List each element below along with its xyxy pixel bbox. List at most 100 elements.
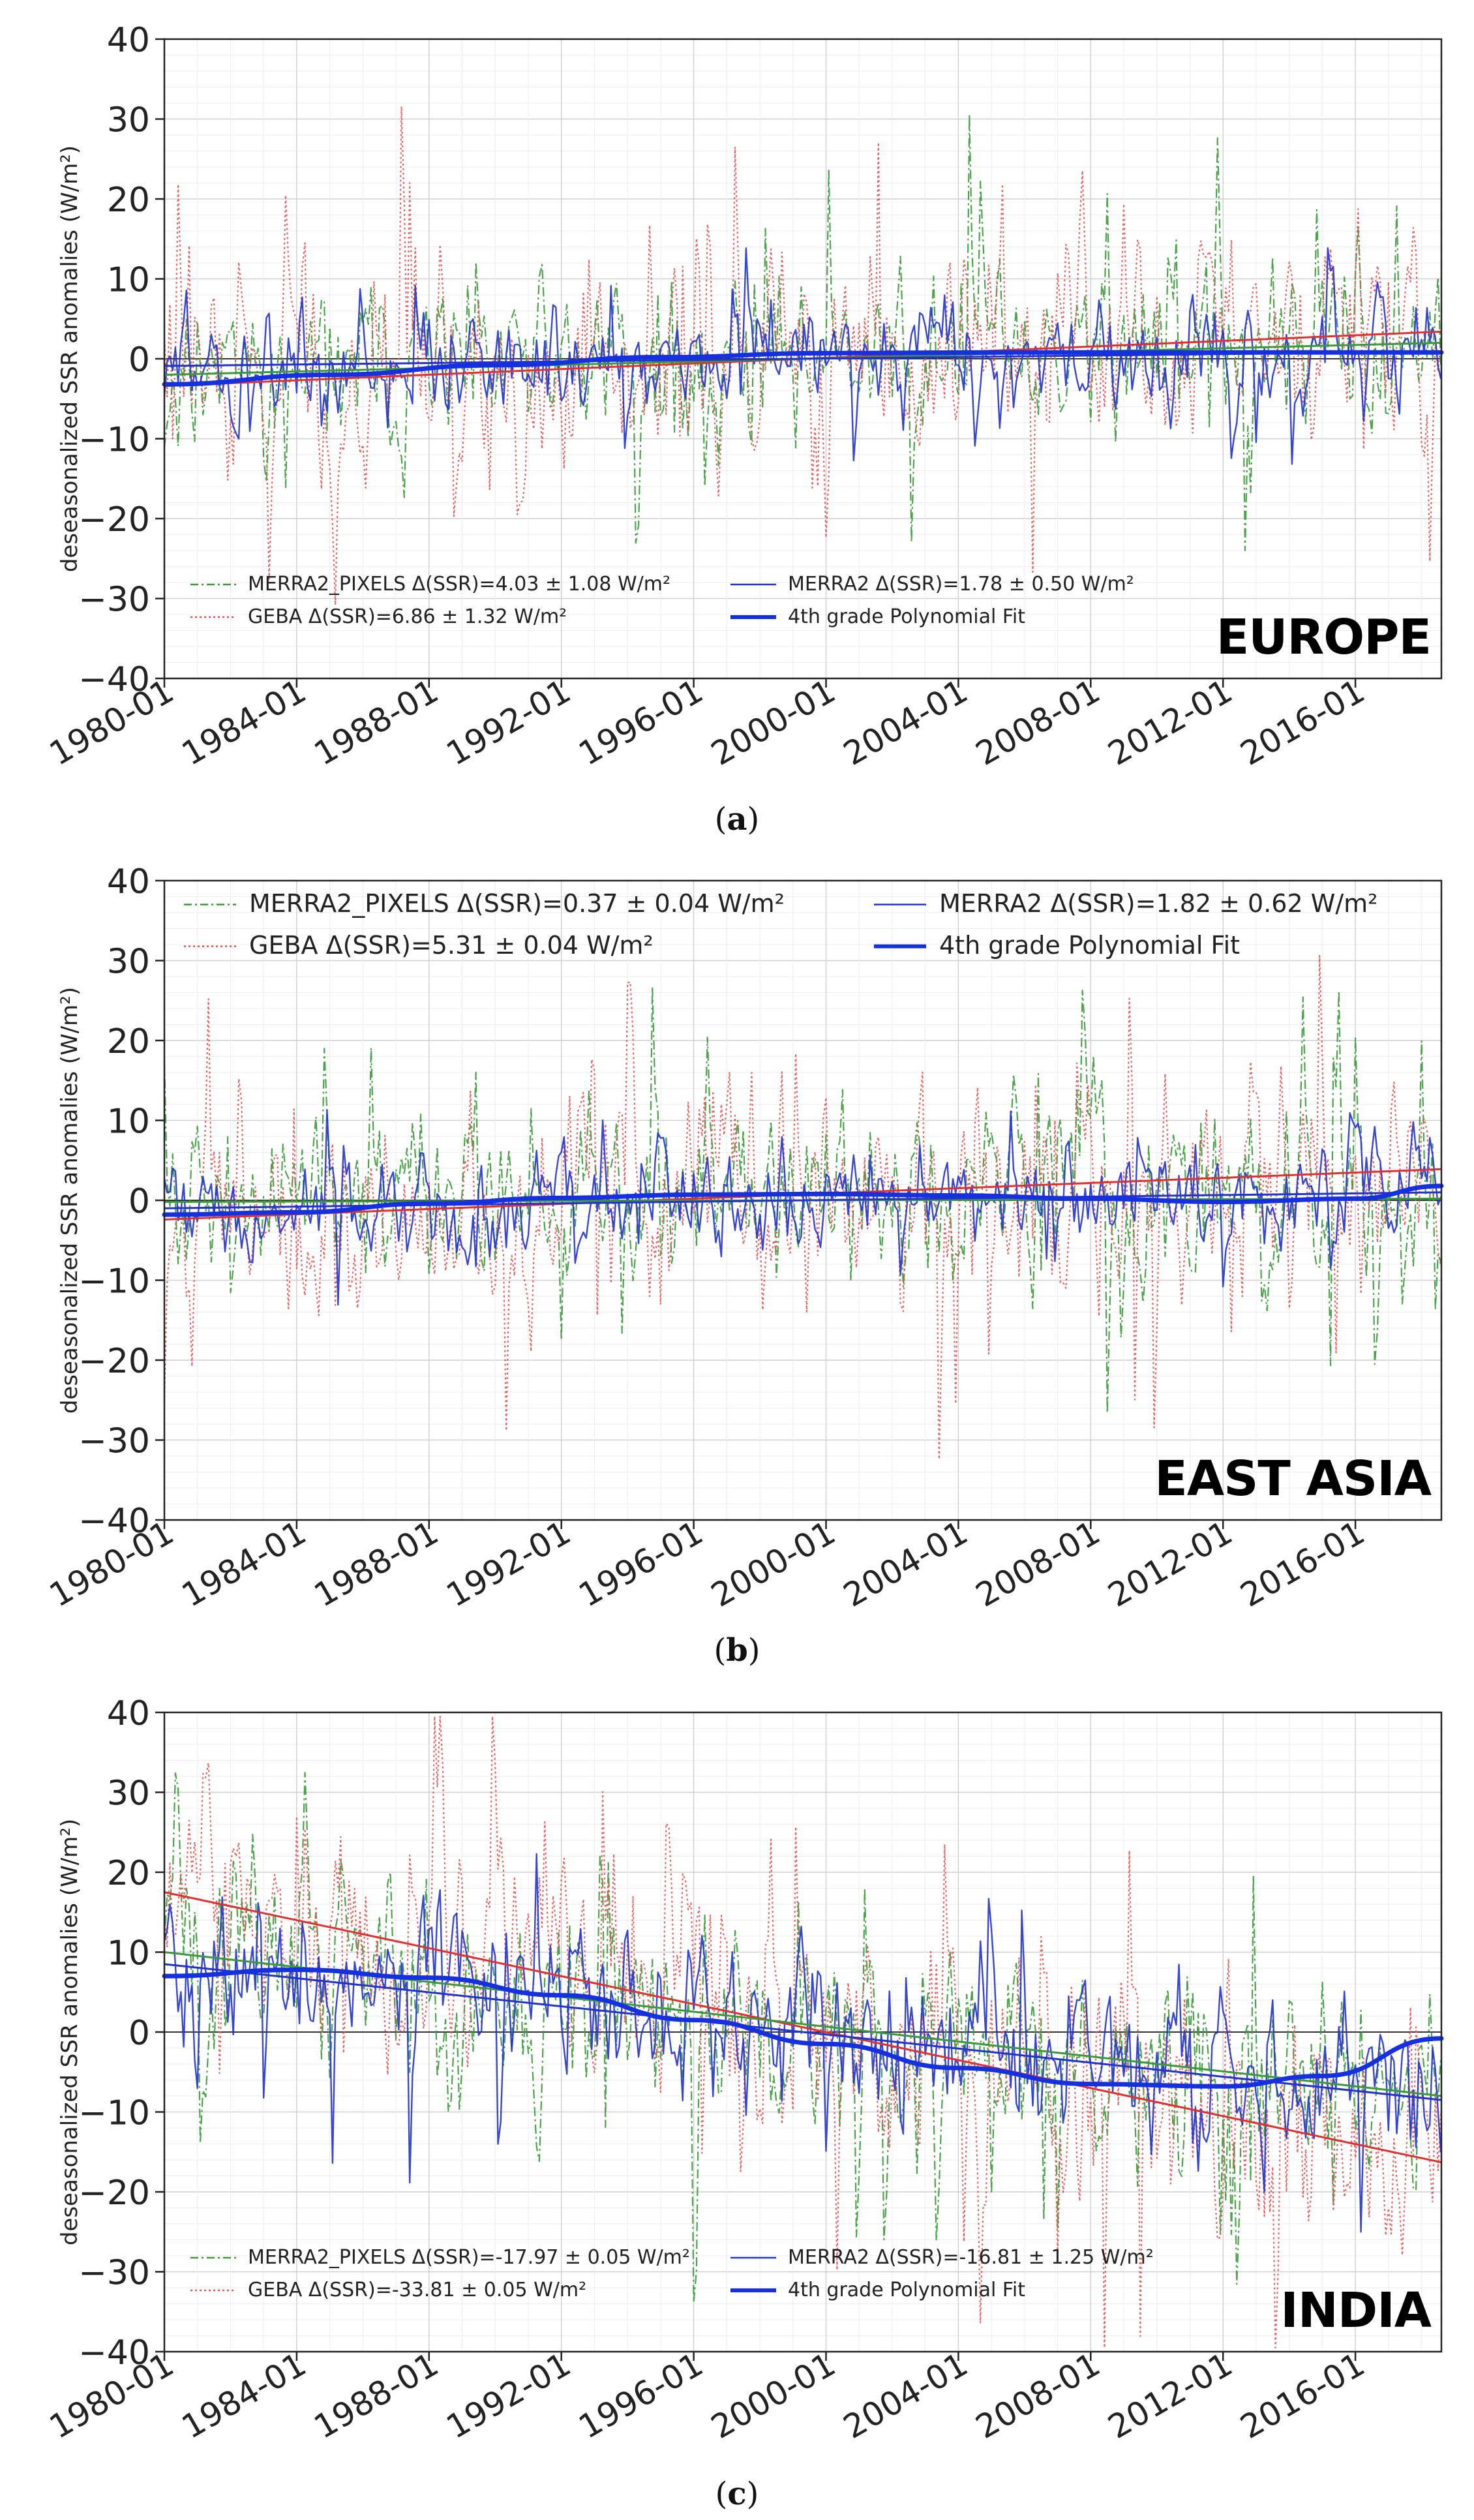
legend-label-1: GEBA Δ(SSR)=6.86 ± 1.32 W/m² (248, 605, 567, 628)
x-tick-label: 1984-01 (175, 672, 312, 773)
series-line-red (163, 1715, 1442, 2349)
y-axis-label: deseasonalized SSR anomalies (W/m²) (57, 145, 83, 572)
y-tick-label: 30 (107, 943, 150, 982)
x-tick-label: 2000-01 (705, 2345, 842, 2446)
series-line-blue (163, 1109, 1442, 1306)
x-tick-label: 1988-01 (308, 1513, 445, 1615)
x-tick-label: 1996-01 (573, 672, 710, 773)
legend-label-3: 4th grade Polynomial Fit (788, 605, 1025, 628)
legend-label-2: MERRA2 Δ(SSR)=1.78 ± 0.50 W/m² (788, 573, 1134, 596)
series-line-red (163, 106, 1442, 606)
x-tick-label: 1984-01 (175, 2345, 312, 2446)
x-tick-label: 2008-01 (969, 1513, 1106, 1615)
data-series (163, 955, 1442, 1460)
x-tick-label: 2016-01 (1234, 672, 1371, 773)
legend: MERRA2_PIXELS Δ(SSR)=-17.97 ± 0.05 W/m² G… (190, 2246, 1154, 2301)
polynomial-fit-line (162, 1967, 1444, 2089)
y-tick-label: 0 (128, 341, 150, 380)
region-label: EAST ASIA (1154, 1451, 1431, 1507)
y-tick-label: 30 (107, 1774, 150, 1814)
y-tick-label: 10 (107, 1102, 150, 1142)
y-tick-label: 40 (107, 1694, 150, 1733)
y-tick-label: 20 (107, 1854, 150, 1893)
region-label: EUROPE (1216, 609, 1431, 665)
y-tick-label: 40 (107, 21, 150, 60)
chart-europe: 403020100−10−20−30−401980-011984-011988-… (43, 21, 1444, 773)
y-tick-label: −10 (78, 2094, 150, 2133)
legend-label-1: GEBA Δ(SSR)=5.31 ± 0.04 W/m² (249, 931, 654, 960)
y-tick-label: 10 (107, 1934, 150, 1973)
x-tick-label: 1996-01 (573, 2345, 710, 2446)
caption-a-letter: a (727, 801, 747, 838)
trend-line-2 (164, 1963, 1442, 2101)
chart-east-asia: 403020100−10−20−30−401980-011984-011988-… (43, 862, 1444, 1615)
y-axis-label: deseasonalized SSR anomalies (W/m²) (57, 1819, 83, 2245)
region-label: INDIA (1280, 2283, 1431, 2339)
legend-label-1: GEBA Δ(SSR)=-33.81 ± 0.05 W/m² (248, 2279, 586, 2301)
chart-india: 403020100−10−20−30−401980-011984-011988-… (43, 1694, 1444, 2446)
x-tick-label: 2008-01 (969, 2345, 1106, 2446)
series-line-blue (163, 247, 1442, 465)
y-tick-label: 0 (128, 2014, 150, 2053)
x-tick-label: 2008-01 (969, 672, 1106, 773)
y-tick-label: −30 (78, 1422, 150, 1461)
x-tick-label: 2012-01 (1102, 1513, 1239, 1615)
y-tick-label: −40 (78, 2333, 150, 2373)
grid (164, 880, 1441, 1521)
legend-label-2: MERRA2 Δ(SSR)=-16.81 ± 1.25 W/m² (788, 2246, 1154, 2269)
panel-europe: 40 30 20 10 0 −10 −20 −30 −40 1980-01 1984-01 1988-… (0, 0, 1474, 802)
x-tick-label: 2004-01 (837, 672, 974, 773)
y-tick-label: −20 (78, 1342, 150, 1381)
y-tick-label: −20 (78, 500, 150, 539)
x-tick-label: 1996-01 (573, 1513, 710, 1615)
y-tick-label: 10 (107, 261, 150, 300)
y-tick-label: 40 (107, 862, 150, 902)
x-tick-label: 2016-01 (1234, 1513, 1371, 1615)
grid (164, 1712, 1441, 2352)
legend-label-3: 4th grade Polynomial Fit (939, 931, 1240, 960)
data-series (163, 106, 1442, 606)
x-tick-label: 1992-01 (440, 1513, 577, 1615)
y-tick-label: 20 (107, 1022, 150, 1061)
x-tick-label: 1984-01 (175, 1513, 312, 1615)
y-tick-label: 0 (128, 1182, 150, 1221)
x-tick-label: 2016-01 (1234, 2345, 1371, 2446)
y-tick-label: −10 (78, 421, 150, 460)
x-tick-label: 2004-01 (837, 2345, 974, 2446)
legend-label-0: MERRA2_PIXELS Δ(SSR)=4.03 ± 1.08 W/m² (248, 573, 670, 596)
y-axis-label: deseasonalized SSR anomalies (W/m²) (57, 987, 83, 1414)
y-tick-label: −40 (78, 660, 150, 699)
caption-b-letter: b (726, 1632, 748, 1669)
panel-east-asia: 40 30 20 10 0 −10 −20 −30 −40 1980-01 1984-01 1988-… (0, 842, 1474, 1644)
legend-label-3: 4th grade Polynomial Fit (788, 2279, 1025, 2301)
legend-label-2: MERRA2 Δ(SSR)=1.82 ± 0.62 W/m² (939, 889, 1377, 918)
legend: MERRA2_PIXELS Δ(SSR)=0.37 ± 0.04 W/m² GEB… (184, 889, 1377, 960)
caption-b: (b) (714, 1632, 760, 1669)
caption-c-letter: c (727, 2476, 747, 2512)
legend: MERRA2_PIXELS Δ(SSR)=4.03 ± 1.08 W/m² GEB… (190, 573, 1134, 628)
trend-line-0 (164, 1891, 1442, 2164)
x-tick-label: 2000-01 (705, 672, 842, 773)
legend-label-0: MERRA2_PIXELS Δ(SSR)=-17.97 ± 0.05 W/m² (248, 2246, 690, 2269)
series-line-green (163, 1772, 1442, 2303)
x-tick-label: 1992-01 (440, 2345, 577, 2446)
y-tick-label: −20 (78, 2174, 150, 2213)
x-tick-label: 1992-01 (440, 672, 577, 773)
x-tick-label: 2004-01 (837, 1513, 974, 1615)
caption-a: (a) (714, 801, 760, 838)
x-tick-label: 1988-01 (308, 672, 445, 773)
polynomial-fit-line (162, 350, 1444, 387)
y-tick-label: 20 (107, 181, 150, 220)
x-tick-label: 2012-01 (1102, 2345, 1239, 2446)
x-tick-label: 2000-01 (705, 1513, 842, 1615)
y-tick-label: −40 (78, 1502, 150, 1541)
caption-c: (c) (715, 2476, 759, 2512)
x-tick-label: 2012-01 (1102, 672, 1239, 773)
y-tick-label: −30 (78, 581, 150, 620)
y-tick-label: −10 (78, 1262, 150, 1301)
panel-india: 40 30 20 10 0 −10 −20 −30 −40 1980-01 1984-01 1988-… (0, 1673, 1474, 2476)
x-tick-label: 1988-01 (308, 2345, 445, 2446)
polynomial-fit-line (162, 1183, 1444, 1217)
legend-label-0: MERRA2_PIXELS Δ(SSR)=0.37 ± 0.04 W/m² (249, 889, 785, 918)
y-tick-label: 30 (107, 101, 150, 140)
